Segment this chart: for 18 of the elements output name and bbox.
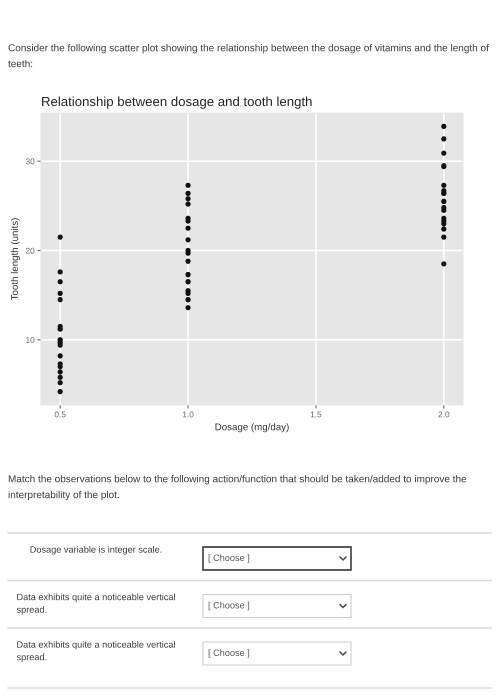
text: Data exhibits quite a noticeable vertical spread. xyxy=(16,641,175,662)
x-tick-label: 1.0 xyxy=(182,411,194,418)
text: Data exhibits quite a noticeable vertical spread. xyxy=(16,594,175,615)
text: Match the observations below to the following action/function that should be taken/added to improve the interpretability of the plot. xyxy=(8,475,466,500)
x-tick-label: 1.5 xyxy=(310,412,322,418)
y-tick-label: 10 xyxy=(26,337,34,343)
text: Consider the following scatter plot showing the relationship between the dosage of vitamins and the length of teeth: xyxy=(8,44,489,68)
y-axis-title: Tooth length (units) xyxy=(10,218,20,300)
x-tick-label: 0.5 xyxy=(54,411,66,418)
x-tick-label: 2.0 xyxy=(438,411,450,418)
text: [ Choose ] xyxy=(208,554,250,563)
x-axis-title: Dosage (mg/day) xyxy=(216,423,289,432)
chart-title: Relationship between dosage and tooth length xyxy=(42,96,312,109)
text: [ Choose ] xyxy=(208,649,250,658)
y-tick-label: 30 xyxy=(26,158,34,164)
y-tick-label: 20 xyxy=(26,248,34,254)
text: Dosage variable is integer scale. xyxy=(30,546,162,555)
text: [ Choose ] xyxy=(208,602,250,610)
